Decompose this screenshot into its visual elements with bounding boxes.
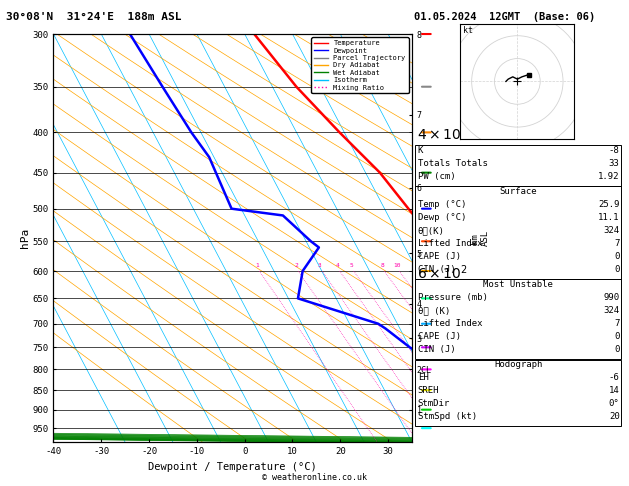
Legend: Temperature, Dewpoint, Parcel Trajectory, Dry Adiabat, Wet Adiabat, Isotherm, Mi: Temperature, Dewpoint, Parcel Trajectory… [311, 37, 408, 93]
Text: Pressure (mb): Pressure (mb) [418, 293, 487, 302]
Y-axis label: hPa: hPa [19, 228, 30, 248]
Text: 14: 14 [609, 386, 620, 395]
Text: PW (cm): PW (cm) [418, 172, 455, 181]
Text: 324: 324 [603, 306, 620, 315]
Text: θᴇ (K): θᴇ (K) [418, 306, 450, 315]
Text: CIN (J): CIN (J) [418, 345, 455, 354]
Y-axis label: km
ASL: km ASL [470, 230, 490, 246]
Text: 8: 8 [381, 263, 384, 268]
Text: Hodograph: Hodograph [494, 360, 542, 369]
Text: Totals Totals: Totals Totals [418, 159, 487, 168]
Text: 0°: 0° [609, 399, 620, 408]
Text: 324: 324 [603, 226, 620, 235]
Text: Lifted Index: Lifted Index [418, 319, 482, 328]
Text: Lifted Index: Lifted Index [418, 239, 482, 248]
Text: Surface: Surface [499, 187, 537, 196]
Text: 1: 1 [255, 263, 259, 268]
Text: 30°08'N  31°24'E  188m ASL: 30°08'N 31°24'E 188m ASL [6, 12, 182, 22]
Text: 4: 4 [336, 263, 340, 268]
Text: 11.1: 11.1 [598, 213, 620, 222]
Text: 33: 33 [609, 159, 620, 168]
Text: -8: -8 [609, 146, 620, 155]
Text: 5: 5 [350, 263, 353, 268]
Text: StmDir: StmDir [418, 399, 450, 408]
Text: 0: 0 [614, 252, 620, 261]
Text: EH: EH [418, 373, 428, 382]
Text: 25.9: 25.9 [598, 200, 620, 209]
Text: 7: 7 [614, 319, 620, 328]
Text: © weatheronline.co.uk: © weatheronline.co.uk [262, 473, 367, 482]
Text: SREH: SREH [418, 386, 439, 395]
Text: Temp (°C): Temp (°C) [418, 200, 466, 209]
Text: kt: kt [462, 26, 472, 35]
Text: Most Unstable: Most Unstable [483, 280, 554, 289]
Text: 10: 10 [394, 263, 401, 268]
Text: StmSpd (kt): StmSpd (kt) [418, 412, 477, 421]
Text: 7: 7 [614, 239, 620, 248]
Text: 2: 2 [294, 263, 298, 268]
Text: -6: -6 [609, 373, 620, 382]
Text: CAPE (J): CAPE (J) [418, 332, 460, 341]
Text: 0: 0 [614, 345, 620, 354]
Text: Dewp (°C): Dewp (°C) [418, 213, 466, 222]
Text: 20: 20 [609, 412, 620, 421]
Text: CAPE (J): CAPE (J) [418, 252, 460, 261]
X-axis label: Dewpoint / Temperature (°C): Dewpoint / Temperature (°C) [148, 462, 317, 472]
Text: CIN (J): CIN (J) [418, 265, 455, 274]
Text: 01.05.2024  12GMT  (Base: 06): 01.05.2024 12GMT (Base: 06) [414, 12, 595, 22]
Text: 0: 0 [614, 332, 620, 341]
Text: 1.92: 1.92 [598, 172, 620, 181]
Text: 0: 0 [614, 265, 620, 274]
Text: 3: 3 [318, 263, 322, 268]
Text: 990: 990 [603, 293, 620, 302]
Text: θᴇ(K): θᴇ(K) [418, 226, 445, 235]
Text: K: K [418, 146, 423, 155]
